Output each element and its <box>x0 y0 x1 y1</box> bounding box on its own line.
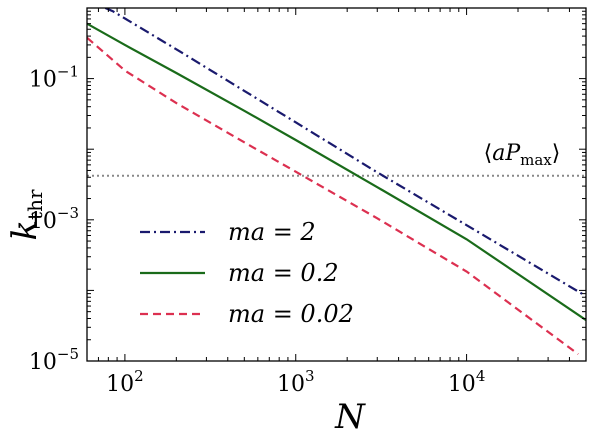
series-line-3 <box>87 36 579 356</box>
axes-frame <box>86 7 587 362</box>
x-tick-label: 104 <box>448 367 486 397</box>
y-axis-label-sub: thr <box>23 189 47 220</box>
legend-label-3: ma = 0.02 <box>228 300 354 328</box>
y-tick-label: 10−5 <box>29 345 79 375</box>
series-layer <box>87 8 586 356</box>
legend-label-2: ma = 0.2 <box>228 259 339 287</box>
axes-layer <box>86 7 587 362</box>
svg-text:kthr: kthr <box>5 189 47 241</box>
legend: ma = 2 ma = 0.2 ma = 0.02 <box>140 218 354 328</box>
reference-line-label: ⟨aPmax⟩ <box>484 141 561 169</box>
reference-line-label-sub: max <box>520 151 552 169</box>
y-tick-label: 10−1 <box>29 63 79 93</box>
y-axis-label-main: k <box>5 220 45 241</box>
x-axis-label: N <box>334 397 366 437</box>
y-tick-label: 10−3 <box>29 204 79 234</box>
reference-line-label-base: aP <box>492 141 521 166</box>
x-tick-label: 102 <box>106 367 144 397</box>
series-line-1 <box>102 8 586 298</box>
ticks-layer: 102 103 104 10−5 10−3 10−1 <box>29 7 587 397</box>
y-axis-label: kthr <box>5 189 47 241</box>
legend-label-1: ma = 2 <box>228 218 316 246</box>
series-line-2 <box>87 22 586 321</box>
x-tick-label: 103 <box>277 367 315 397</box>
